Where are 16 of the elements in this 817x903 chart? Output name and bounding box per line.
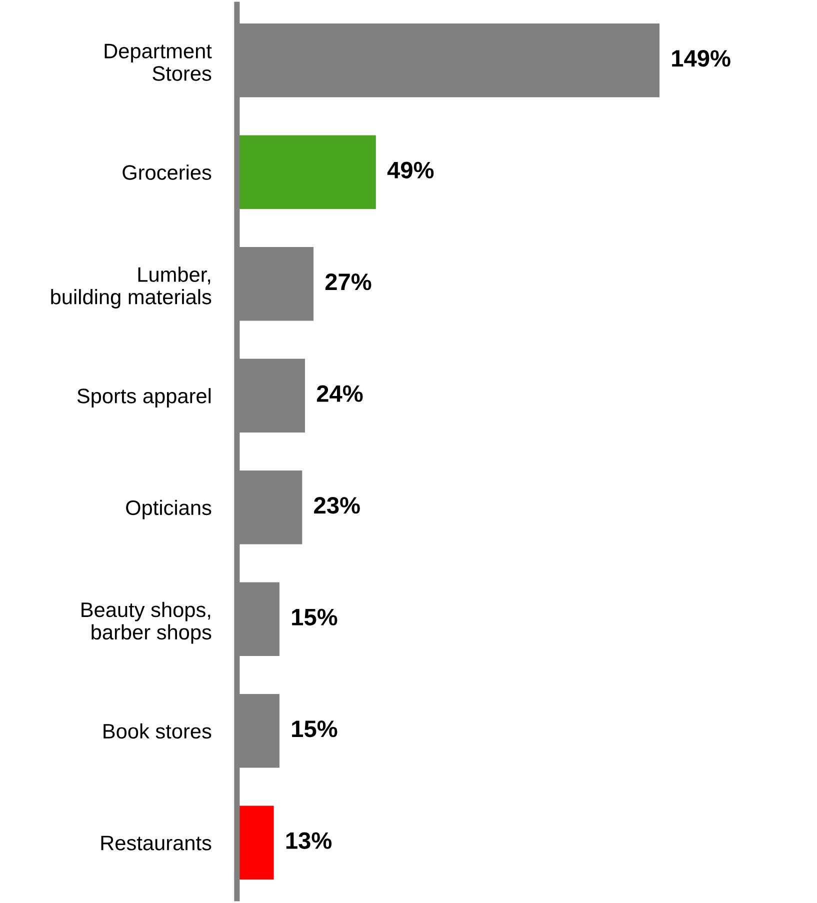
- y-tick-label: Groceries: [122, 164, 212, 180]
- y-tick-label: Beauty shops, barber shops: [82, 602, 212, 644]
- data-label: 49%: [387, 162, 434, 178]
- y-tick-label: Restaurants: [101, 836, 212, 850]
- data-label: 23%: [314, 496, 360, 514]
- data-label: 15%: [292, 608, 338, 626]
- y-tick-label: Department Stores: [104, 44, 212, 81]
- data-label: 149%: [672, 50, 730, 67]
- data-label: 24%: [316, 385, 363, 402]
- y-tick-label: Sports apparel: [77, 388, 211, 408]
- y-tick-label: Opticians: [126, 500, 212, 520]
- data-label: 15%: [292, 720, 338, 738]
- data-label: 13%: [286, 832, 332, 849]
- y-tick-label: Lumber, building materials: [51, 266, 212, 308]
- y-tick-label: Book stores: [104, 723, 212, 739]
- data-label: 27%: [325, 274, 372, 290]
